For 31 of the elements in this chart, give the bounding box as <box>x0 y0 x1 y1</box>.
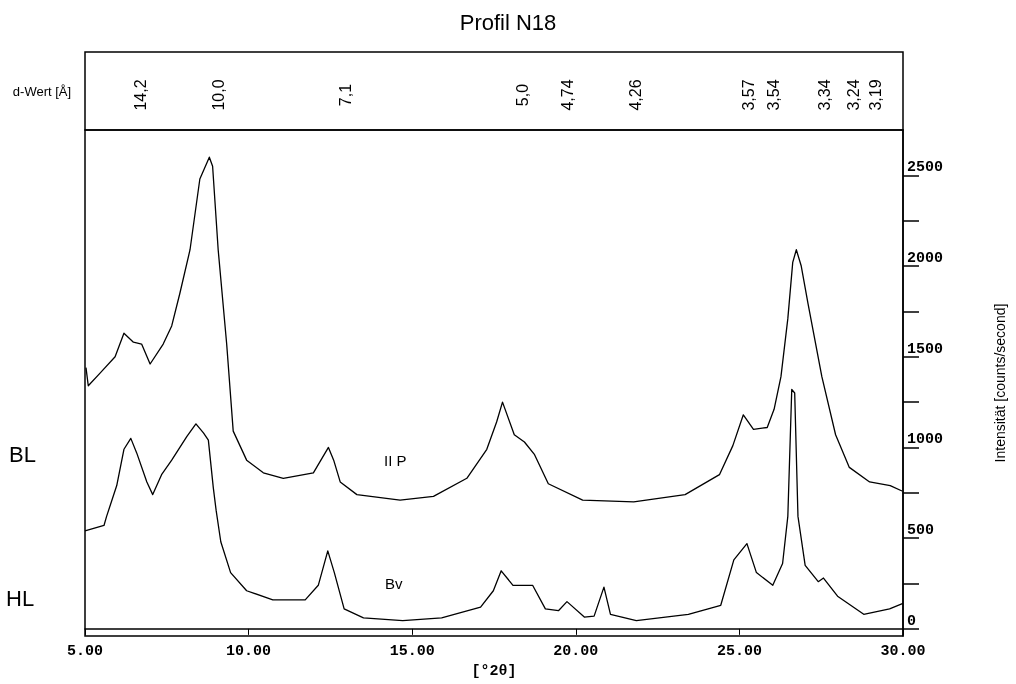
text: HL <box>6 585 35 611</box>
y-tick-label: 500 <box>907 522 935 540</box>
text: 10,0 <box>209 79 227 111</box>
series-label: Bv <box>385 575 403 592</box>
text: 4,74 <box>558 79 576 111</box>
text: 3,24 <box>844 79 862 111</box>
chart-title: Profil N18 <box>459 9 557 35</box>
text: 3,57 <box>739 79 757 111</box>
text: 3,34 <box>815 79 833 111</box>
y-tick-label: 2500 <box>907 159 944 177</box>
text: 3,54 <box>764 79 782 111</box>
y-tick-label: 1500 <box>907 340 944 358</box>
y-axis-title: Intensität [counts/second] <box>992 303 1008 463</box>
y-tick-label: 1000 <box>907 431 944 449</box>
y-tick-label: 2000 <box>907 250 944 268</box>
series-label: II P <box>384 452 407 469</box>
x-tick-label: 15.00 <box>389 643 435 661</box>
x-axis-title: [°2θ] <box>471 663 517 680</box>
text: 3,19 <box>866 79 884 111</box>
x-tick-label: 20.00 <box>553 643 599 661</box>
y-tick-label: 0 <box>907 612 917 630</box>
text: 5,0 <box>513 83 531 107</box>
text: d-Wert [Å] <box>12 83 72 99</box>
text: 14,2 <box>131 79 149 111</box>
x-tick-label: 25.00 <box>716 643 762 661</box>
x-tick-label: 30.00 <box>880 643 926 661</box>
x-tick-label: 5.00 <box>66 643 104 661</box>
text: BL <box>9 441 36 467</box>
x-tick-label: 10.00 <box>226 643 272 661</box>
text: 7,1 <box>336 83 354 107</box>
text: 4,26 <box>626 79 644 111</box>
